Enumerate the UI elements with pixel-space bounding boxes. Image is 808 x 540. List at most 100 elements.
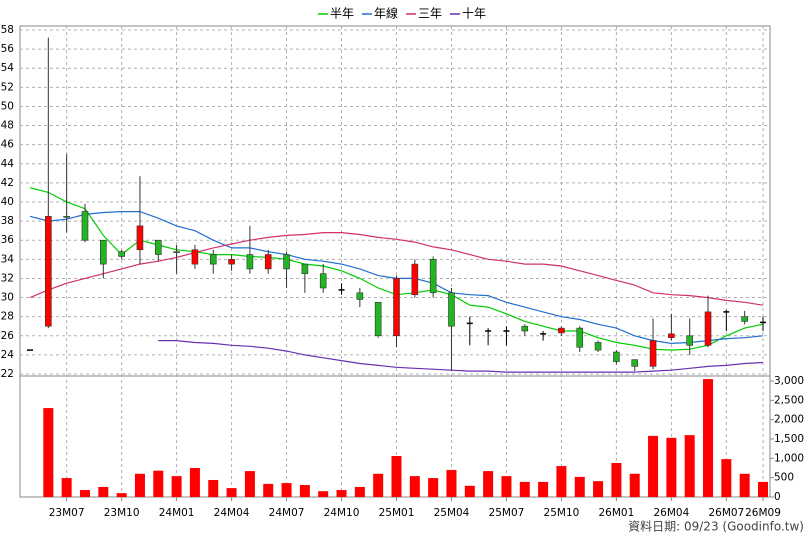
y-tick-label: 42 [1, 177, 14, 189]
x-tick-label: 23M10 [104, 507, 140, 519]
x-tick-label: 25M04 [434, 507, 470, 519]
candle-body [228, 259, 235, 265]
candle-body [448, 292, 455, 327]
legend-label: 十年 [462, 7, 486, 21]
x-tick-label: 23M07 [49, 507, 85, 519]
volume-bar [611, 462, 622, 497]
volume-bar [629, 473, 640, 497]
volume-bar [189, 468, 200, 497]
candle-body [429, 259, 437, 294]
volume-bar [721, 459, 732, 497]
volume-bar [428, 478, 439, 497]
volume-bar [318, 491, 329, 497]
y-tick-label: 24 [1, 349, 15, 361]
volume-bar [409, 476, 420, 497]
volume-bar [391, 456, 402, 497]
y-tick-label: 38 [1, 215, 14, 227]
volume-bar [739, 473, 750, 497]
candle-body [154, 239, 162, 255]
x-tick-label: 24M07 [269, 507, 305, 519]
candle-body [246, 254, 254, 270]
volume-bar [116, 493, 127, 497]
candle-body [191, 249, 199, 265]
legend-label: 三年 [418, 7, 442, 21]
candle-body [741, 316, 748, 322]
y-tick-label: 48 [1, 120, 14, 132]
candle-body [393, 278, 400, 337]
x-tick-label: 26M07 [708, 507, 744, 519]
volume-bar [98, 486, 109, 497]
y-tick-label: 58 [1, 24, 14, 36]
x-tick-label: 25M07 [489, 507, 525, 519]
volume-bar [226, 488, 237, 497]
y2-tick-label: 2,500 [774, 394, 804, 406]
candle-body [301, 263, 309, 274]
volume-bar [263, 483, 274, 497]
volume-bar [684, 435, 695, 497]
candle-body [118, 251, 125, 257]
y2-tick-label: 0 [774, 491, 781, 503]
y-tick-label: 50 [1, 100, 14, 112]
x-tick-label: 26M09 [745, 507, 781, 519]
volume-bar [153, 470, 164, 497]
y-tick-label: 40 [1, 196, 14, 208]
candle-body [649, 340, 657, 367]
volume-bar [464, 485, 475, 497]
candle-body [411, 263, 419, 295]
y-tick-label: 52 [1, 81, 14, 93]
candle-body [686, 335, 694, 346]
volume-bar [281, 483, 292, 497]
candle-body [558, 327, 565, 334]
candle-body [136, 225, 144, 251]
candle-body [319, 273, 327, 289]
candle-body [81, 211, 89, 241]
volume-bar [538, 481, 549, 497]
volume-bar [446, 469, 457, 497]
ma-line [29, 232, 764, 306]
volume-bar [79, 490, 90, 497]
x-tick-label: 25M10 [544, 507, 580, 519]
candle-body [209, 254, 217, 265]
candle-body [356, 292, 364, 300]
candle-body [100, 239, 107, 265]
y-tick-label: 56 [1, 43, 15, 55]
y-tick-label: 26 [1, 330, 15, 342]
candle-body [45, 216, 52, 327]
volume-bar [299, 485, 310, 497]
volume-bar [244, 471, 255, 497]
y-tick-label: 32 [1, 272, 14, 284]
legend-label: 年線 [374, 6, 398, 21]
y-tick-label: 30 [1, 292, 14, 304]
candle-body [374, 302, 382, 337]
y-tick-label: 46 [1, 139, 15, 151]
volume-bar [43, 408, 54, 497]
volume-bar [171, 476, 182, 497]
volume-bar [519, 481, 530, 497]
x-tick-label: 24M04 [214, 507, 250, 519]
candle-body [63, 216, 70, 218]
y2-tick-label: 1,500 [774, 433, 804, 445]
candle-body [173, 251, 180, 253]
legend: 半年 年線 三年 十年 [318, 6, 486, 21]
y-tick-label: 28 [1, 311, 14, 323]
candle-body [631, 359, 639, 367]
x-tick-label: 24M01 [159, 507, 195, 519]
volume-bar [483, 471, 494, 497]
y2-tick-label: 2,000 [774, 414, 804, 426]
x-tick-label: 25M01 [379, 507, 415, 519]
y-tick-label: 22 [1, 368, 14, 380]
volume-bar [501, 476, 512, 497]
volume-bar [666, 437, 677, 497]
candle-body [283, 254, 290, 270]
candle-body [668, 333, 675, 338]
volume-bar [61, 478, 72, 497]
volume-bar [648, 435, 659, 497]
candle-body [704, 311, 712, 346]
volume-bar [556, 466, 567, 497]
x-tick-label: 26M01 [599, 507, 635, 519]
volume-bar [574, 476, 585, 497]
legend-label: 半年 [330, 7, 354, 21]
y-tick-label: 54 [1, 62, 15, 74]
volume-bar [134, 473, 145, 497]
